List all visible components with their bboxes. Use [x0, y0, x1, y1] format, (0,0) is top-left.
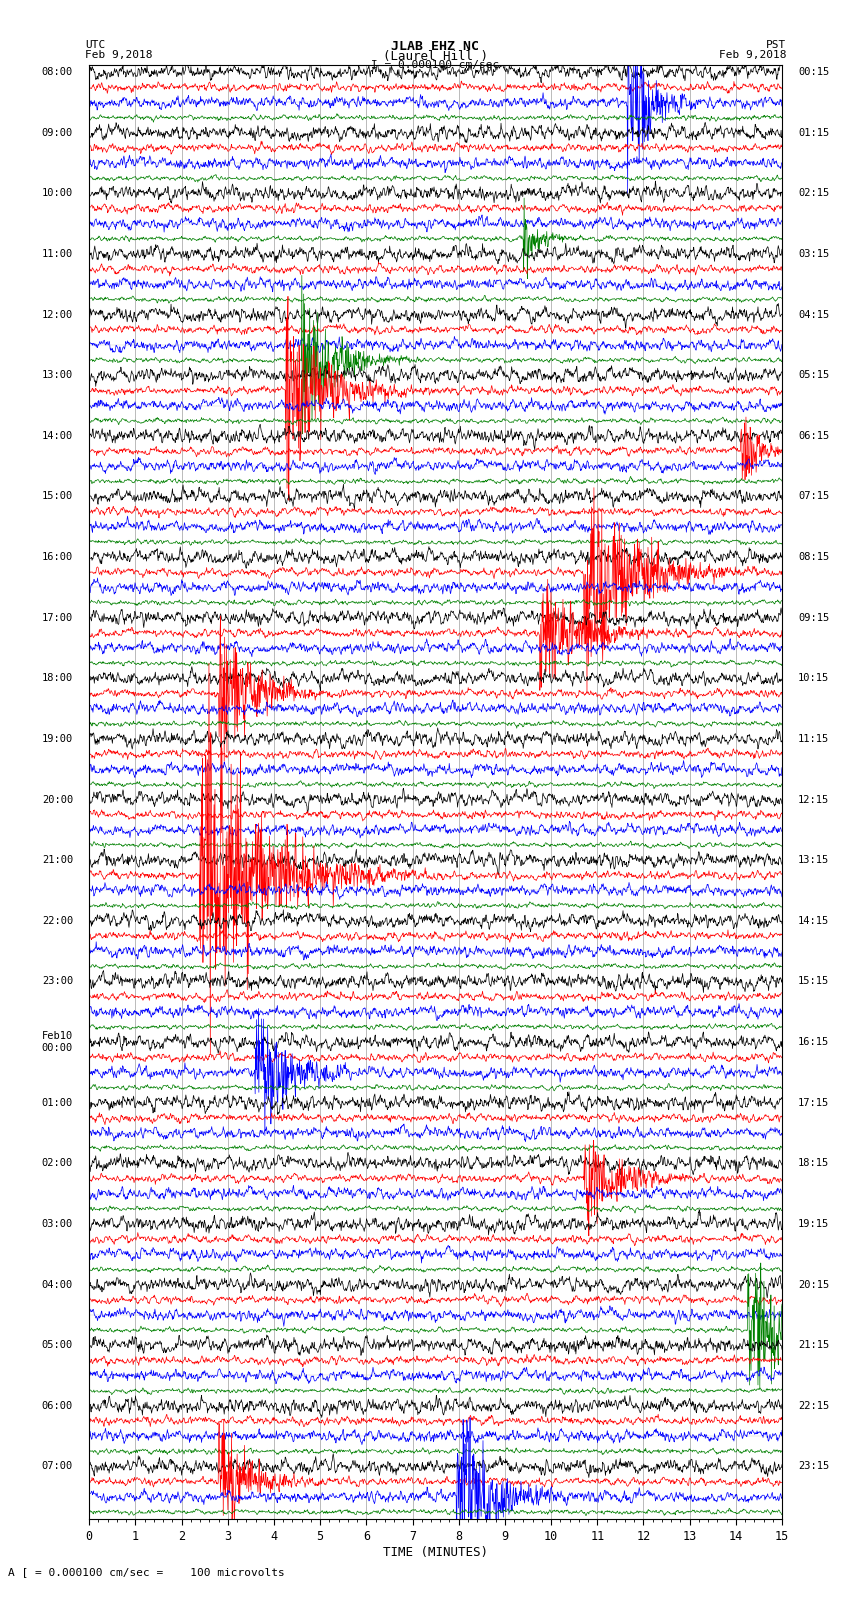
Text: Feb 9,2018: Feb 9,2018: [719, 50, 786, 60]
Text: 11:00: 11:00: [42, 248, 73, 260]
Text: 03:15: 03:15: [798, 248, 830, 260]
Text: UTC: UTC: [85, 40, 105, 50]
Text: 04:00: 04:00: [42, 1279, 73, 1289]
Text: 23:00: 23:00: [42, 976, 73, 987]
Text: 09:00: 09:00: [42, 127, 73, 137]
Text: A [ = 0.000100 cm/sec =    100 microvolts: A [ = 0.000100 cm/sec = 100 microvolts: [8, 1568, 286, 1578]
X-axis label: TIME (MINUTES): TIME (MINUTES): [383, 1545, 488, 1558]
Text: 16:15: 16:15: [798, 1037, 830, 1047]
Text: 14:00: 14:00: [42, 431, 73, 440]
Text: 05:00: 05:00: [42, 1340, 73, 1350]
Text: Feb10
00:00: Feb10 00:00: [42, 1031, 73, 1053]
Text: 01:15: 01:15: [798, 127, 830, 137]
Text: 02:15: 02:15: [798, 189, 830, 198]
Text: 02:00: 02:00: [42, 1158, 73, 1168]
Text: 15:15: 15:15: [798, 976, 830, 987]
Text: I = 0.000100 cm/sec: I = 0.000100 cm/sec: [371, 60, 499, 69]
Text: 12:00: 12:00: [42, 310, 73, 319]
Text: 04:15: 04:15: [798, 310, 830, 319]
Text: 08:15: 08:15: [798, 552, 830, 561]
Text: 17:00: 17:00: [42, 613, 73, 623]
Text: 18:00: 18:00: [42, 673, 73, 684]
Text: 08:00: 08:00: [42, 68, 73, 77]
Text: 00:15: 00:15: [798, 68, 830, 77]
Text: 10:15: 10:15: [798, 673, 830, 684]
Text: 07:00: 07:00: [42, 1461, 73, 1471]
Text: 11:15: 11:15: [798, 734, 830, 744]
Text: 06:00: 06:00: [42, 1400, 73, 1411]
Text: 22:00: 22:00: [42, 916, 73, 926]
Text: Feb 9,2018: Feb 9,2018: [85, 50, 152, 60]
Text: 19:00: 19:00: [42, 734, 73, 744]
Text: 19:15: 19:15: [798, 1219, 830, 1229]
Text: 13:00: 13:00: [42, 371, 73, 381]
Text: 23:15: 23:15: [798, 1461, 830, 1471]
Text: 01:00: 01:00: [42, 1098, 73, 1108]
Text: 10:00: 10:00: [42, 189, 73, 198]
Text: 18:15: 18:15: [798, 1158, 830, 1168]
Text: JLAB EHZ NC: JLAB EHZ NC: [391, 40, 479, 53]
Text: 21:15: 21:15: [798, 1340, 830, 1350]
Text: (Laurel Hill ): (Laurel Hill ): [382, 50, 488, 63]
Text: 03:00: 03:00: [42, 1219, 73, 1229]
Text: 20:00: 20:00: [42, 795, 73, 805]
Text: 21:00: 21:00: [42, 855, 73, 865]
Text: 05:15: 05:15: [798, 371, 830, 381]
Text: 09:15: 09:15: [798, 613, 830, 623]
Text: 20:15: 20:15: [798, 1279, 830, 1289]
Text: 16:00: 16:00: [42, 552, 73, 561]
Text: 13:15: 13:15: [798, 855, 830, 865]
Text: PST: PST: [766, 40, 786, 50]
Text: 07:15: 07:15: [798, 492, 830, 502]
Text: 22:15: 22:15: [798, 1400, 830, 1411]
Text: 06:15: 06:15: [798, 431, 830, 440]
Text: 17:15: 17:15: [798, 1098, 830, 1108]
Text: 12:15: 12:15: [798, 795, 830, 805]
Text: 15:00: 15:00: [42, 492, 73, 502]
Text: 14:15: 14:15: [798, 916, 830, 926]
